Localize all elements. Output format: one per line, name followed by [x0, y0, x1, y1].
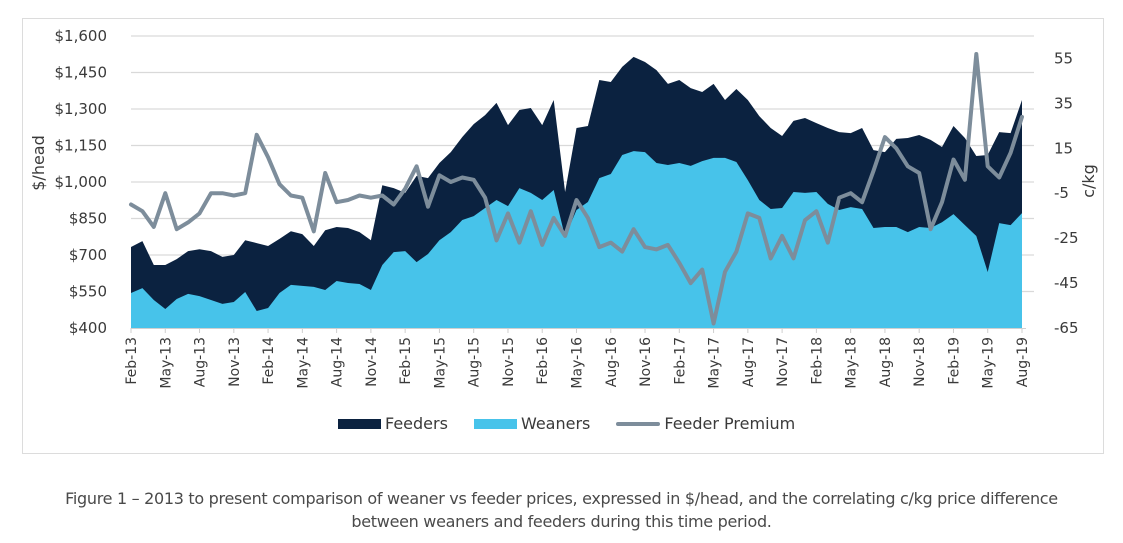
x-tick-label: Nov-18 [912, 337, 928, 387]
caption-line-2: between weaners and feeders during this … [351, 512, 772, 531]
x-tick-label: Feb-14 [261, 337, 277, 385]
x-tick-label: Feb-13 [124, 337, 140, 385]
legend-item-feeders: Feeders [338, 414, 448, 433]
x-tick-label: Aug-13 [193, 337, 209, 387]
x-axis-ticks: Feb-13 May-13 Aug-13 Nov-13 Feb-14 May-14 Aug-… [124, 328, 1031, 389]
left-tick-label: $400 [69, 319, 107, 337]
chart: $400 $550 $700 $850 $1,000 $1,150 $1,300 $1,450… [29, 27, 1098, 389]
x-tick-label: Nov-17 [775, 337, 791, 387]
x-tick-label: May-17 [707, 337, 723, 389]
right-axis-ticks: -65 -45 -25 -5 15 35 55 [1054, 49, 1079, 337]
x-tick-label: Aug-17 [741, 337, 757, 387]
left-tick-label: $850 [69, 210, 107, 228]
x-tick-label: Nov-14 [364, 337, 380, 387]
figure-caption: Figure 1 – 2013 to present comparison of… [0, 487, 1123, 533]
x-tick-label: Feb-16 [535, 337, 551, 385]
x-tick-label: Aug-18 [878, 337, 894, 387]
left-axis-ticks: $400 $550 $700 $850 $1,000 $1,150 $1,300 $1,450… [55, 27, 108, 337]
right-axis-title: c/kg [1079, 164, 1098, 198]
left-tick-label: $700 [69, 246, 107, 264]
legend-label-feeders: Feeders [385, 414, 448, 433]
line-feeder-premium [129, 52, 1024, 326]
x-tick-label: May-19 [981, 337, 997, 389]
legend-label-weaners: Weaners [520, 414, 591, 433]
line-series [129, 52, 1024, 326]
x-tick-label: Feb-17 [672, 337, 688, 385]
x-tick-label: Feb-19 [946, 337, 962, 385]
x-tick-label: Aug-15 [467, 337, 483, 387]
x-tick-label: Nov-13 [227, 337, 243, 387]
left-tick-label: $1,300 [55, 100, 108, 118]
legend-swatch-feeder-premium [616, 421, 661, 426]
right-tick-label: 55 [1054, 49, 1073, 67]
legend-swatch-feeders [338, 418, 381, 429]
x-tick-label: Nov-16 [638, 337, 654, 387]
right-tick-label: -5 [1054, 184, 1069, 202]
left-tick-label: $550 [69, 283, 107, 301]
x-tick-label: Aug-16 [604, 337, 620, 387]
right-tick-label: -45 [1054, 274, 1079, 292]
x-tick-label: Feb-18 [809, 337, 825, 385]
legend-item-weaners: Weaners [473, 414, 591, 433]
legend-label-feeder-premium: Feeder Premium [664, 414, 796, 433]
left-tick-label: $1,000 [55, 173, 108, 191]
area-series [131, 56, 1022, 329]
right-tick-label: 15 [1054, 139, 1073, 157]
x-tick-label: May-15 [432, 337, 448, 389]
x-tick-label: May-16 [570, 337, 586, 389]
left-tick-label: $1,450 [55, 64, 108, 82]
x-tick-label: May-18 [844, 337, 860, 389]
right-tick-label: -25 [1054, 229, 1079, 247]
legend-swatch-weaners [473, 418, 517, 429]
right-tick-label: 35 [1054, 94, 1073, 112]
area-weaners [131, 151, 1022, 328]
legend: Feeders Weaners Feeder Premium [338, 414, 821, 433]
left-tick-label: $1,150 [55, 137, 108, 155]
left-axis-title: $/head [29, 135, 48, 191]
x-tick-label: Aug-14 [330, 337, 346, 387]
x-tick-label: Aug-19 [1015, 337, 1031, 387]
caption-line-1: Figure 1 – 2013 to present comparison of… [65, 489, 1058, 508]
x-tick-label: Feb-15 [398, 337, 414, 385]
legend-item-feeder-premium: Feeder Premium [616, 414, 795, 433]
x-tick-label: May-13 [158, 337, 174, 389]
x-tick-label: Nov-15 [501, 337, 517, 387]
left-tick-label: $1,600 [55, 27, 108, 45]
right-tick-label: -65 [1054, 319, 1079, 337]
x-tick-label: May-14 [295, 337, 311, 389]
